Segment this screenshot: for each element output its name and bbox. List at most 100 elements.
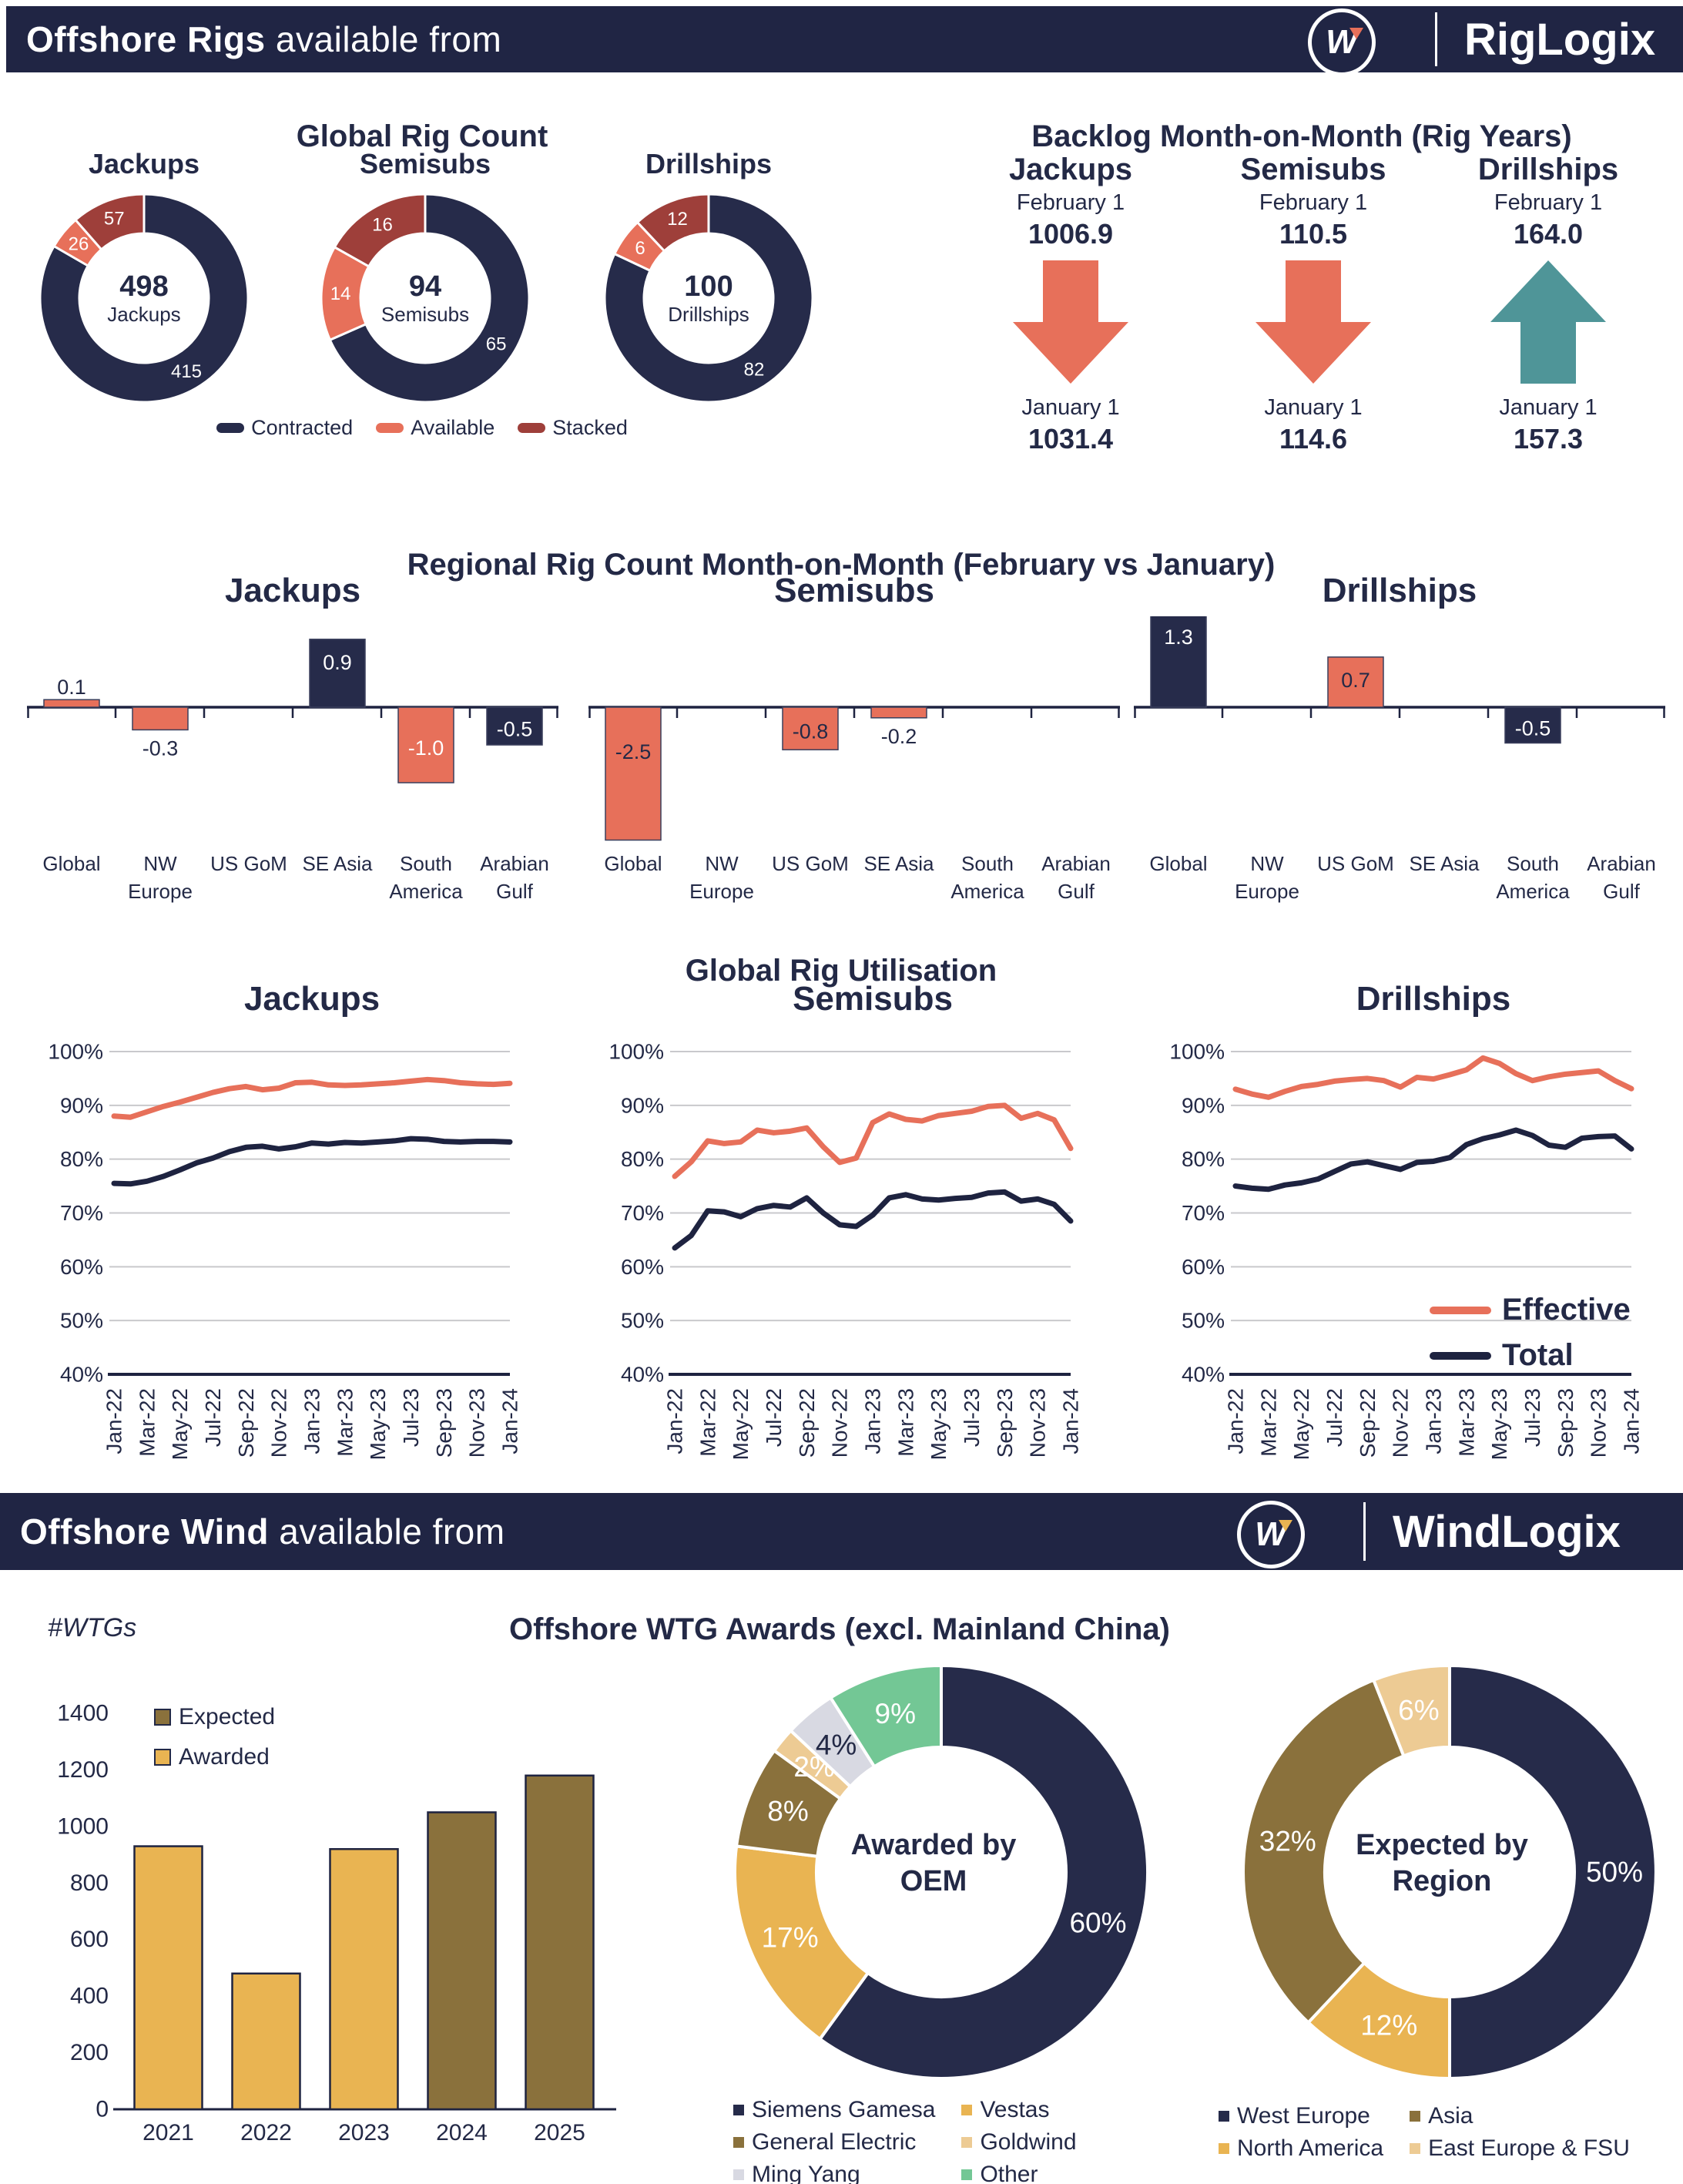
semisubs-donut-label: Semisubs	[359, 148, 491, 179]
utilisation-title: Global Rig Utilisation	[685, 954, 997, 988]
legend-asia: Asia	[1410, 2103, 1630, 2129]
svg-text:70%: 70%	[60, 1201, 103, 1225]
svg-text:-1.0: -1.0	[408, 736, 444, 760]
awarded-label: Awarded	[179, 1744, 270, 1770]
regional-semisubs-title: Semisubs	[774, 572, 934, 609]
available-label: Available	[411, 416, 495, 439]
svg-text:70%: 70%	[1182, 1201, 1225, 1225]
region-center-line2: Region	[1392, 1865, 1492, 1897]
legend-other: Other	[961, 2162, 1076, 2184]
svg-text:May-22: May-22	[168, 1388, 192, 1460]
svg-text:80%: 80%	[60, 1147, 103, 1171]
up-arrow-icon	[1490, 260, 1606, 384]
regional-drillships-bar-chart: 1.3 Global NW Europe 0.7 US GoM SE Asia -0.5 Sou…	[1134, 616, 1665, 903]
svg-text:Sep-22: Sep-22	[234, 1388, 258, 1458]
svg-text:4%: 4%	[816, 1729, 857, 1761]
svg-text:Gulf: Gulf	[496, 880, 533, 903]
svg-text:Jan-22: Jan-22	[663, 1388, 687, 1454]
siemens-gamesa-label: Siemens Gamesa	[752, 2097, 936, 2122]
svg-text:Jan-24: Jan-24	[1059, 1388, 1083, 1454]
westwood-triangle-icon	[1349, 28, 1363, 39]
backlog-drillships-feb-label: February 1	[1494, 190, 1603, 215]
utilisation-semisubs-line-chart: 100% 90% 80% 70% 60% 50% 40%Jan-22 Mar-22 May-22…	[608, 1040, 1083, 1461]
ming-yang-label: Ming Yang	[752, 2162, 860, 2184]
westwood-logo-icon: W	[1237, 1501, 1305, 1568]
backlog-drillships-jan-value: 157.3	[1513, 423, 1584, 455]
awarded-by-oem-donut-chart: 60%17%8%2%4%9%	[733, 1664, 1149, 2080]
region-legend: West Europe North America Asia East Euro…	[1219, 2103, 1630, 2162]
svg-text:May-23: May-23	[366, 1388, 390, 1460]
backlog-semisubs-column: Semisubs February 1 110.5 January 1 114.…	[1198, 151, 1429, 456]
jackups-donut-group: Jackups 415 26 57 498 Jackups	[13, 148, 275, 421]
svg-text:South: South	[400, 852, 452, 875]
oem-center-line2: OEM	[900, 1865, 967, 1897]
svg-text:600: 600	[70, 1927, 109, 1952]
wtg-awards-title: Offshore WTG Awards (excl. Mainland Chin…	[509, 1612, 1170, 1647]
general-electric-swatch	[733, 2137, 744, 2148]
svg-text:Jul-23: Jul-23	[960, 1388, 984, 1447]
legend-contracted: Contracted	[216, 416, 353, 440]
svg-text:Global: Global	[604, 852, 662, 875]
svg-text:Jul-23: Jul-23	[1520, 1388, 1544, 1447]
svg-text:Mar-22: Mar-22	[1256, 1388, 1280, 1457]
backlog-semisubs-feb-value: 110.5	[1279, 218, 1348, 250]
svg-text:80%: 80%	[621, 1147, 664, 1171]
effective-label: Effective	[1502, 1293, 1631, 1327]
svg-text:-0.5: -0.5	[497, 718, 533, 741]
svg-text:90%: 90%	[1182, 1093, 1225, 1117]
svg-text:May-23: May-23	[927, 1388, 950, 1460]
backlog-jackups-column: Jackups February 1 1006.9 January 1 1031…	[955, 151, 1186, 456]
svg-text:Europe: Europe	[128, 880, 193, 903]
svg-text:US GoM: US GoM	[1317, 852, 1394, 875]
svg-text:70%: 70%	[621, 1201, 664, 1225]
oem-legend-col1: Siemens Gamesa General Electric Ming Yan…	[733, 2097, 935, 2184]
svg-text:Europe: Europe	[1235, 880, 1299, 903]
jackups-donut-label: Jackups	[88, 148, 200, 179]
available-swatch	[376, 423, 404, 433]
svg-text:Gulf: Gulf	[1603, 880, 1640, 903]
siemens-gamesa-swatch	[733, 2105, 744, 2115]
legend-east-europe-fsu: East Europe & FSU	[1410, 2135, 1630, 2162]
global-rig-count-title: Global Rig Count	[296, 119, 548, 154]
west-europe-swatch	[1219, 2111, 1229, 2122]
legend-west-europe: West Europe	[1219, 2103, 1383, 2129]
svg-text:60%: 60%	[621, 1255, 664, 1279]
other-label: Other	[980, 2162, 1038, 2184]
svg-text:2023: 2023	[338, 2120, 390, 2145]
utilisation-semisubs-title: Semisubs	[793, 980, 953, 1018]
east-europe-fsu-label: East Europe & FSU	[1428, 2135, 1630, 2161]
legend-ming-yang: Ming Yang	[733, 2162, 935, 2184]
svg-text:1200: 1200	[57, 1757, 109, 1783]
total-swatch	[1430, 1351, 1491, 1360]
backlog-jackups-label: Jackups	[1008, 153, 1133, 186]
svg-text:Sep-23: Sep-23	[432, 1388, 456, 1458]
effective-swatch	[1430, 1306, 1491, 1314]
utilisation-drillships-title: Drillships	[1356, 980, 1511, 1018]
svg-text:100%: 100%	[48, 1040, 103, 1064]
svg-text:0.7: 0.7	[1341, 669, 1370, 692]
svg-text:-0.8: -0.8	[793, 720, 829, 743]
svg-text:9%: 9%	[875, 1698, 916, 1729]
svg-text:50%: 50%	[621, 1309, 664, 1333]
svg-text:Nov-23: Nov-23	[1587, 1388, 1611, 1458]
semisubs-donut-chart: 65 14 16	[320, 193, 531, 404]
contracted-swatch	[216, 423, 245, 433]
svg-text:2021: 2021	[142, 2120, 194, 2145]
utilisation-drillships-line-chart: 100% 90% 80% 70% 60% 50% 40%Jan-22 Mar-22 May-22…	[1169, 1040, 1643, 1461]
svg-text:Sep-23: Sep-23	[993, 1388, 1017, 1458]
svg-text:0.1: 0.1	[57, 676, 86, 699]
windlogix-wordmark: WindLogix	[1393, 1506, 1621, 1557]
utilisation-legend: Effective Total	[1430, 1293, 1631, 1373]
legend-siemens-gamesa: Siemens Gamesa	[733, 2097, 935, 2123]
stacked-label: Stacked	[552, 416, 628, 439]
svg-text:82: 82	[744, 359, 765, 380]
svg-text:200: 200	[70, 2040, 109, 2065]
other-swatch	[961, 2169, 973, 2180]
regional-jackups-title: Jackups	[224, 572, 361, 609]
svg-text:South: South	[961, 852, 1014, 875]
svg-text:Europe: Europe	[689, 880, 754, 903]
svg-text:US GoM: US GoM	[772, 852, 849, 875]
svg-text:Sep-23: Sep-23	[1554, 1388, 1577, 1458]
svg-text:-0.2: -0.2	[881, 725, 917, 748]
asia-label: Asia	[1428, 2103, 1473, 2129]
